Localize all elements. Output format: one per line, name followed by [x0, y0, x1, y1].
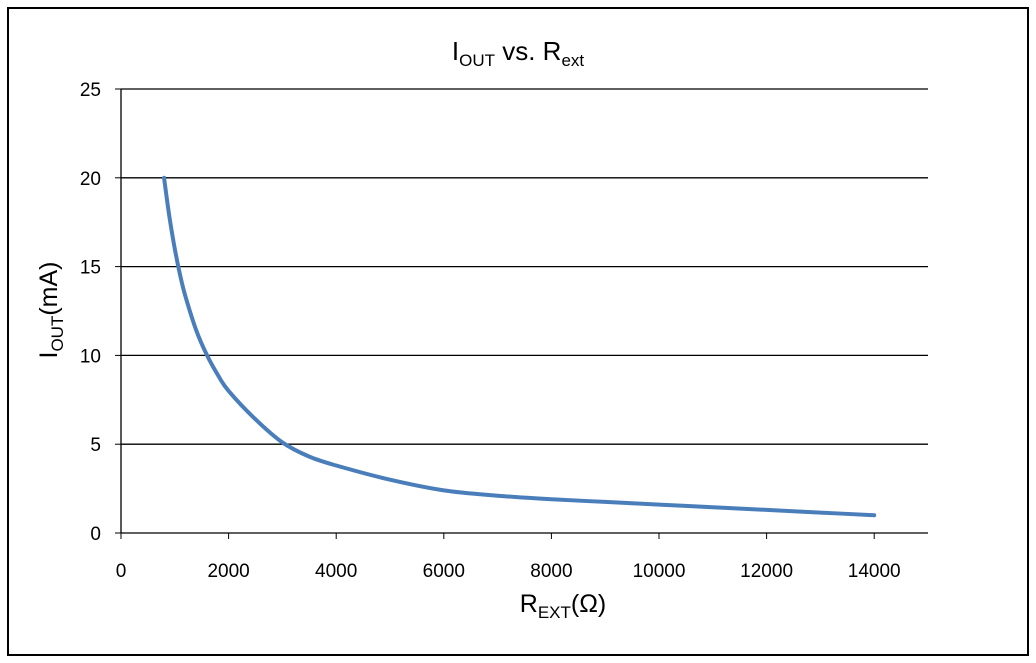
- chart-title: IOUT vs. Rext: [452, 36, 585, 70]
- axes: [115, 88, 928, 539]
- series-line-0: [162, 175, 877, 518]
- y-tick-label: 10: [80, 346, 101, 367]
- y-tick-labels: 0 5 10 15 20 25: [80, 80, 101, 545]
- x-tick-label: 8000: [530, 561, 572, 582]
- x-axis-title: REXT(Ω): [520, 590, 606, 622]
- x-tick-label: 6000: [423, 561, 465, 582]
- y-tick-label: 5: [90, 435, 101, 456]
- y-tick-label: 15: [80, 258, 101, 279]
- x-tick-label: 2000: [207, 561, 249, 582]
- y-tick-label: 25: [80, 80, 101, 101]
- x-tick-labels: 0 2000 4000 6000 8000 10000 12000 14000: [116, 561, 901, 582]
- x-tick-label: 14000: [848, 561, 901, 582]
- x-tick-label: 12000: [740, 561, 793, 582]
- y-tick-label: 0: [90, 524, 101, 545]
- x-tick-label: 0: [116, 561, 127, 582]
- plot-series: [162, 175, 877, 518]
- gridlines: [121, 88, 928, 445]
- x-tick-label: 10000: [633, 561, 686, 582]
- x-tick-label: 4000: [315, 561, 357, 582]
- chart-frame: [7, 7, 1029, 656]
- y-axis-title: IOUT(mA): [35, 262, 67, 359]
- y-tick-label: 20: [80, 169, 101, 190]
